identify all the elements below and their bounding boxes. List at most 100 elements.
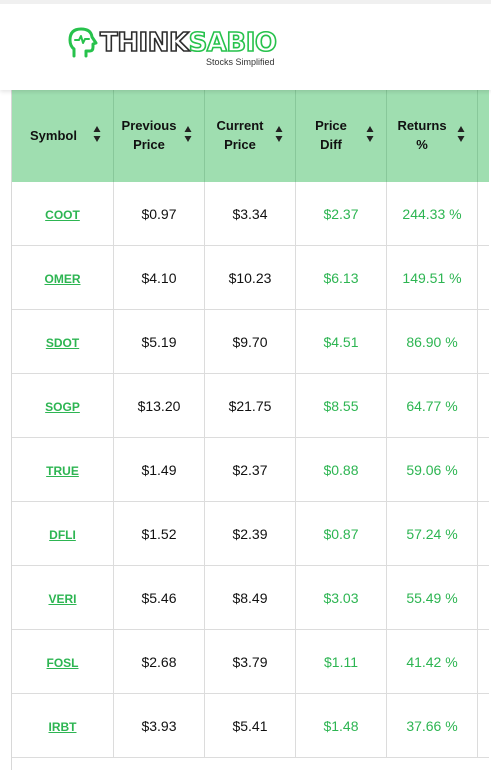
sort-icon[interactable] — [366, 125, 374, 143]
symbol-link[interactable]: SOGP — [45, 399, 80, 414]
current-price-cell: $21.75 — [204, 373, 296, 438]
symbol-cell: SDOT — [12, 309, 114, 374]
thinksabio-logo[interactable]: THINKSABIO Stocks Simplified — [64, 24, 294, 72]
returns-cell: 57.24 % — [386, 501, 478, 566]
symbol-link[interactable]: SDOT — [45, 335, 80, 350]
logo-think: THINK — [99, 27, 190, 59]
column-header-label: Symbol — [30, 127, 77, 143]
returns-table-container: Symbol Previous Price Current Price Pric… — [11, 88, 491, 770]
table-row: IRBT $3.93 $5.41 $1.48 37.66 % — [12, 693, 489, 758]
price-diff-cell: $1.48 — [295, 693, 387, 758]
sort-icon[interactable] — [184, 125, 192, 143]
returns-cell: 41.42 % — [386, 629, 478, 694]
overflow-cell — [477, 501, 489, 566]
price-diff-cell: $1.11 — [295, 629, 387, 694]
returns-cell: 149.51 % — [386, 245, 478, 310]
overflow-cell — [477, 182, 489, 246]
symbol-link[interactable]: OMER — [44, 271, 81, 286]
sort-icon[interactable] — [93, 125, 101, 143]
current-price-cell: $8.49 — [204, 565, 296, 630]
symbol-link[interactable]: VERI — [48, 591, 77, 606]
symbol-cell: COOT — [12, 182, 114, 246]
previous-price-cell: $4.10 — [113, 245, 205, 310]
column-header-previous-price[interactable]: Previous Price — [113, 88, 205, 182]
price-diff-cell: $8.55 — [295, 373, 387, 438]
table-row: TRUE $1.49 $2.37 $0.88 59.06 % — [12, 437, 489, 502]
returns-cell: 64.77 % — [386, 373, 478, 438]
column-header-label: Price Diff — [315, 118, 347, 152]
column-header-returns[interactable]: Returns % — [386, 88, 478, 182]
symbol-link[interactable]: COOT — [45, 207, 80, 222]
symbol-cell: SOGP — [12, 373, 114, 438]
column-header-current-price[interactable]: Current Price — [204, 88, 296, 182]
overflow-cell — [477, 693, 489, 758]
symbol-cell: TRUE — [12, 437, 114, 502]
symbol-cell: IRBT — [12, 693, 114, 758]
table-row: SDOT $5.19 $9.70 $4.51 86.90 % — [12, 309, 489, 374]
price-diff-cell: $3.03 — [295, 565, 387, 630]
table-row: FOSL $2.68 $3.79 $1.11 41.42 % — [12, 629, 489, 694]
overflow-cell — [477, 437, 489, 502]
previous-price-cell: $2.68 — [113, 629, 205, 694]
overflow-cell — [477, 629, 489, 694]
overflow-cell — [477, 245, 489, 310]
symbol-cell: DFLI — [12, 501, 114, 566]
symbol-link[interactable]: TRUE — [46, 463, 79, 478]
logo-tagline: Stocks Simplified — [206, 57, 275, 67]
previous-price-cell: $13.20 — [113, 373, 205, 438]
current-price-cell: $2.37 — [204, 437, 296, 502]
table-header-row: Symbol Previous Price Current Price Pric… — [12, 88, 489, 182]
price-diff-cell: $0.87 — [295, 501, 387, 566]
previous-price-cell: $1.52 — [113, 501, 205, 566]
returns-cell: 55.49 % — [386, 565, 478, 630]
symbol-link[interactable]: DFLI — [49, 527, 76, 542]
previous-price-cell: $5.19 — [113, 309, 205, 374]
table-row: SOGP $13.20 $21.75 $8.55 64.77 % — [12, 373, 489, 438]
symbol-link[interactable]: FOSL — [46, 655, 79, 670]
table-row: VERI $5.46 $8.49 $3.03 55.49 % — [12, 565, 489, 630]
current-price-cell: $3.34 — [204, 182, 296, 246]
logo-wordmark: THINKSABIO — [99, 27, 278, 59]
column-header-price-diff[interactable]: Price Diff — [295, 88, 387, 182]
current-price-cell: $9.70 — [204, 309, 296, 374]
overflow-cell — [477, 565, 489, 630]
returns-cell: 59.06 % — [386, 437, 478, 502]
column-header-label: Current Price — [216, 118, 264, 152]
table-row: OMER $4.10 $10.23 $6.13 149.51 % — [12, 245, 489, 310]
returns-cell: 244.33 % — [386, 182, 478, 246]
price-diff-cell: $0.88 — [295, 437, 387, 502]
overflow-cell — [477, 309, 489, 374]
table-row: DFLI $1.52 $2.39 $0.87 57.24 % — [12, 501, 489, 566]
previous-price-cell: $3.93 — [113, 693, 205, 758]
head-profile-icon — [68, 27, 98, 58]
previous-price-cell: $1.49 — [113, 437, 205, 502]
current-price-cell: $2.39 — [204, 501, 296, 566]
current-price-cell: $3.79 — [204, 629, 296, 694]
column-header-label: Previous Price — [121, 118, 177, 152]
overflow-cell — [477, 373, 489, 438]
previous-price-cell: $5.46 — [113, 565, 205, 630]
returns-cell: 86.90 % — [386, 309, 478, 374]
current-price-cell: $5.41 — [204, 693, 296, 758]
sort-icon[interactable] — [457, 125, 465, 143]
price-diff-cell: $6.13 — [295, 245, 387, 310]
symbol-link[interactable]: IRBT — [48, 719, 77, 734]
returns-table: Symbol Previous Price Current Price Pric… — [12, 88, 489, 758]
symbol-cell: OMER — [12, 245, 114, 310]
table-body: COOT $0.97 $3.34 $2.37 244.33 % OMER $4.… — [12, 182, 489, 758]
current-price-cell: $10.23 — [204, 245, 296, 310]
column-header-symbol[interactable]: Symbol — [12, 88, 114, 182]
column-header-label: Returns % — [397, 118, 447, 152]
symbol-cell: VERI — [12, 565, 114, 630]
table-row: COOT $0.97 $3.34 $2.37 244.33 % — [12, 182, 489, 246]
site-header: THINKSABIO Stocks Simplified — [0, 0, 491, 90]
returns-cell: 37.66 % — [386, 693, 478, 758]
column-header-overflow — [477, 88, 489, 182]
previous-price-cell: $0.97 — [113, 182, 205, 246]
symbol-cell: FOSL — [12, 629, 114, 694]
logo-sabio: SABIO — [188, 27, 278, 59]
sort-icon[interactable] — [275, 125, 283, 143]
price-diff-cell: $2.37 — [295, 182, 387, 246]
price-diff-cell: $4.51 — [295, 309, 387, 374]
